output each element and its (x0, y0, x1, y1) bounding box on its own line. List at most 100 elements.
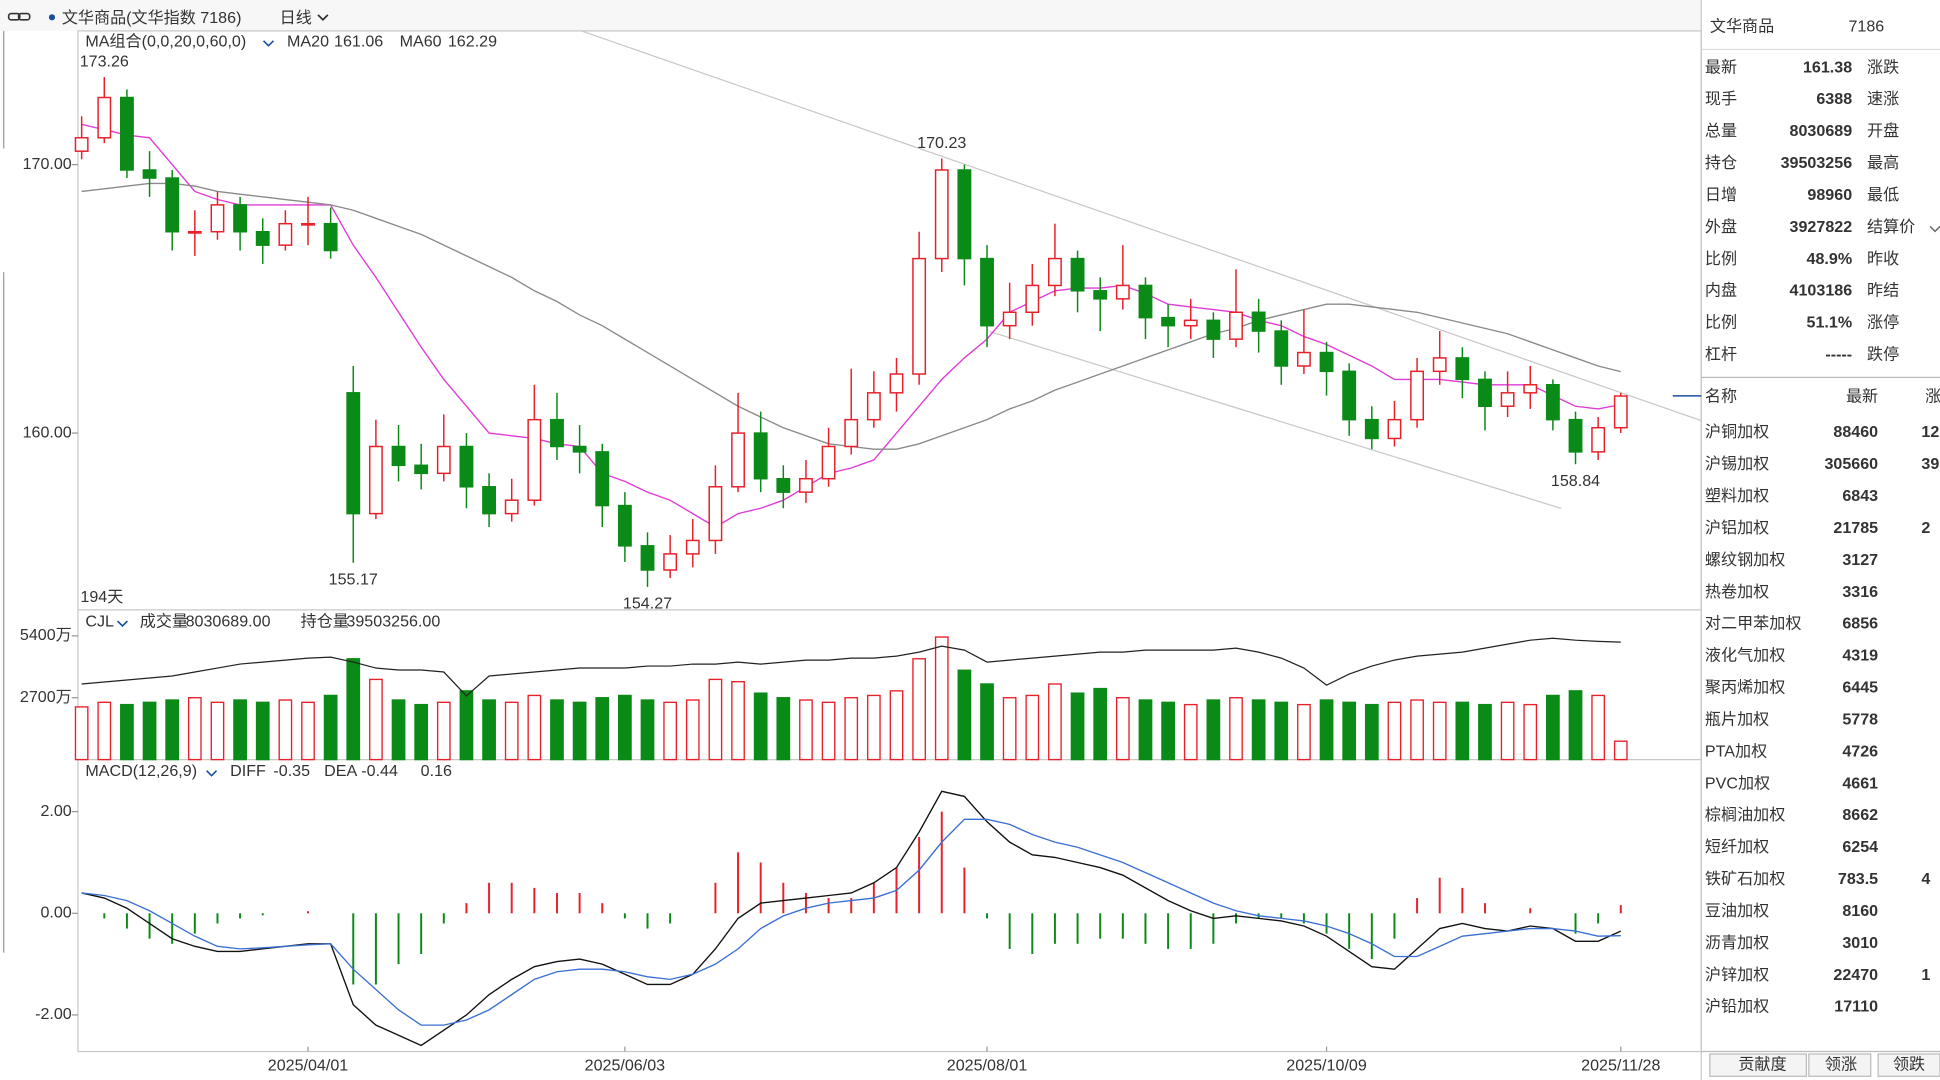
candle-body (1274, 330, 1289, 367)
volume-bar (1161, 701, 1175, 761)
candle-body (1364, 418, 1379, 440)
volume-bar (1070, 692, 1085, 761)
list-name[interactable]: 沪锌加权 (1705, 966, 1769, 984)
candle-body (1387, 418, 1402, 440)
list-price: 6843 (1842, 487, 1878, 505)
volume-bar (97, 701, 112, 761)
candle-body (1138, 284, 1153, 319)
volume-bar (1500, 701, 1515, 761)
volume-bar (346, 658, 361, 761)
volume-bar (799, 699, 813, 761)
tab[interactable] (1877, 1053, 1940, 1077)
y-tick-label: 2.00 (40, 802, 71, 820)
list-name[interactable]: 热卷加权 (1705, 583, 1769, 601)
volume-bar (436, 701, 451, 761)
quote-label: 比例 (1705, 250, 1737, 268)
candle-body (74, 137, 89, 152)
quote-value: 98960 (1807, 186, 1852, 204)
list-name[interactable]: 瓶片加权 (1705, 710, 1769, 728)
list-name[interactable]: 铁矿石加权 (1705, 870, 1785, 888)
list-price: 4726 (1842, 742, 1878, 760)
chevron (262, 40, 274, 47)
readout-value: 39503256.00 (346, 613, 440, 631)
candle-body (1545, 384, 1560, 421)
indicator-title: MACD(12,26,9) (85, 762, 197, 780)
list-name[interactable]: 沥青加权 (1705, 934, 1769, 952)
extreme-label: 173.26 (80, 53, 129, 71)
volume-bar (912, 658, 926, 761)
list-name[interactable]: 沪铅加权 (1705, 998, 1769, 1016)
list-name[interactable]: 螺纹钢加权 (1705, 551, 1785, 569)
list-change: 2 (1921, 519, 1930, 537)
candle-body (459, 445, 474, 488)
volume-bar (165, 699, 180, 761)
symbol-name[interactable]: 文华商品(文华指数 7186) (62, 9, 242, 27)
list-name[interactable]: 豆油加权 (1705, 902, 1769, 920)
volume-bar (142, 701, 157, 761)
volume-bar (527, 694, 542, 761)
volume-bar (255, 701, 270, 761)
list-name[interactable]: 棕榈油加权 (1705, 806, 1785, 824)
volume-bar (120, 703, 134, 761)
candle-body (844, 418, 859, 448)
candle-body (323, 222, 338, 252)
link-icon[interactable] (7, 12, 31, 21)
list-change: 39 (1921, 455, 1939, 473)
quote-value: 3927822 (1790, 218, 1853, 236)
volume-bar (1387, 701, 1402, 761)
candle-body (1319, 351, 1334, 373)
candle-body (753, 432, 768, 480)
readout-value: 8030689.00 (186, 613, 271, 631)
indicator-title: CJL (85, 613, 114, 631)
quote-label: 最低 (1867, 186, 1899, 204)
tab-label: 领涨 (1825, 1055, 1857, 1073)
list-name[interactable]: 沪铜加权 (1705, 423, 1769, 441)
volume-bar (663, 701, 678, 761)
list-name[interactable]: 塑料加权 (1705, 487, 1769, 505)
volume-bar (1523, 703, 1538, 761)
period[interactable]: 日线 (280, 9, 312, 27)
candle-body (346, 392, 361, 515)
list-name[interactable]: 沪锡加权 (1705, 455, 1769, 473)
tab[interactable] (1709, 1053, 1807, 1077)
candle-body (278, 222, 293, 246)
volume-bar (1183, 703, 1198, 761)
candle-body (1206, 319, 1221, 340)
list-name[interactable]: 液化气加权 (1705, 647, 1785, 665)
list-name[interactable]: 聚丙烯加权 (1705, 679, 1785, 697)
list-name[interactable]: PTA加权 (1705, 742, 1767, 760)
candle-body (527, 418, 542, 501)
tab[interactable] (1808, 1053, 1872, 1077)
list-name[interactable]: 沪铝加权 (1705, 519, 1769, 537)
volume-bar (1274, 701, 1289, 761)
series-name: MA20 (287, 32, 329, 50)
volume-bar (866, 694, 881, 761)
volume-bar (550, 699, 564, 761)
quote-label: 最高 (1867, 154, 1899, 172)
volume-bar (323, 694, 338, 761)
quote-value: 39503256 (1781, 154, 1853, 172)
list-name[interactable]: 对二甲苯加权 (1705, 615, 1801, 633)
volume-bar (482, 699, 496, 761)
volume-bar (187, 697, 202, 761)
list-name[interactable]: PVC加权 (1705, 774, 1770, 792)
volume-bar (301, 701, 315, 761)
status-dot (48, 14, 56, 21)
series-name: MA60 (400, 32, 442, 50)
list-name[interactable]: 短纤加权 (1705, 838, 1769, 856)
volume-bar (1546, 694, 1560, 761)
volume-bar (731, 681, 745, 761)
volume-bar (1478, 703, 1492, 761)
volume-bar (640, 699, 655, 761)
volume-bar (889, 690, 904, 761)
quote-value: 161.38 (1803, 58, 1852, 76)
y-tick-label: 170.00 (23, 155, 72, 173)
candle-body (1500, 392, 1515, 407)
quote-value: 48.9% (1807, 250, 1853, 268)
candle-body (1568, 418, 1583, 453)
volume-bar (776, 697, 791, 761)
list-price: 4661 (1842, 774, 1878, 792)
quote-label: 涨跌 (1867, 58, 1899, 76)
candle-body (210, 204, 225, 233)
